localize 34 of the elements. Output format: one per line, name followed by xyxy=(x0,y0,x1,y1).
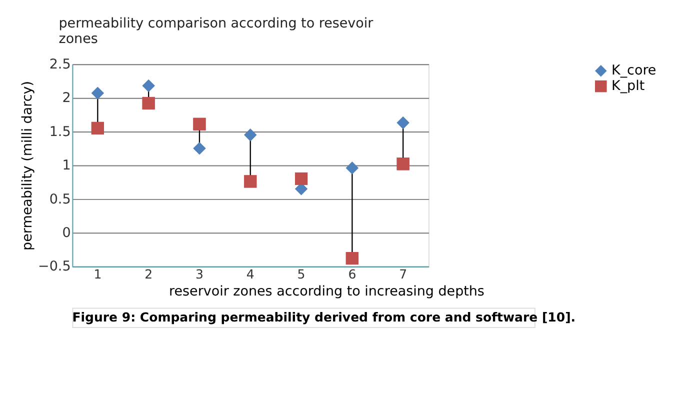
x-tick-label: 4 xyxy=(246,266,254,282)
y-tick-label: −0.5 xyxy=(38,258,71,275)
x-tick-label: 1 xyxy=(94,266,102,282)
x-tick-label: 3 xyxy=(195,266,204,282)
point xyxy=(396,158,410,170)
legend-label: K_core xyxy=(611,62,656,79)
point xyxy=(142,96,155,110)
y-axis-title: permeability (milli darcy) xyxy=(19,81,36,250)
point xyxy=(193,118,206,130)
text: permeability comparison according to resevoir xyxy=(58,16,374,32)
point xyxy=(396,116,410,130)
text: zones xyxy=(58,30,98,47)
x-tick-label: 5 xyxy=(297,266,306,282)
x-axis-title: reservoir zones according to increasing depths xyxy=(169,284,484,300)
y-tick-label: 0 xyxy=(62,225,71,241)
caption: Figure 9: Comparing permeability derived from core and software [10]. xyxy=(72,309,576,324)
y-tick-label: 0.5 xyxy=(49,191,71,208)
point xyxy=(193,142,206,155)
point xyxy=(91,122,104,134)
x-tick-label: 6 xyxy=(348,266,356,282)
point xyxy=(244,128,257,142)
point xyxy=(91,86,104,100)
y-tick-label: 2 xyxy=(62,90,71,106)
point xyxy=(142,79,155,92)
y-tick-label: 2.5 xyxy=(49,56,71,72)
y-tick-label: 1.5 xyxy=(49,124,71,140)
point xyxy=(244,175,257,188)
x-tick-label: 7 xyxy=(399,266,408,282)
legend-label: K_plt xyxy=(611,78,645,94)
point xyxy=(346,252,358,265)
y-tick-label: 1 xyxy=(62,158,71,174)
point xyxy=(294,172,308,186)
x-tick-label: 2 xyxy=(144,266,153,282)
point xyxy=(346,162,358,174)
